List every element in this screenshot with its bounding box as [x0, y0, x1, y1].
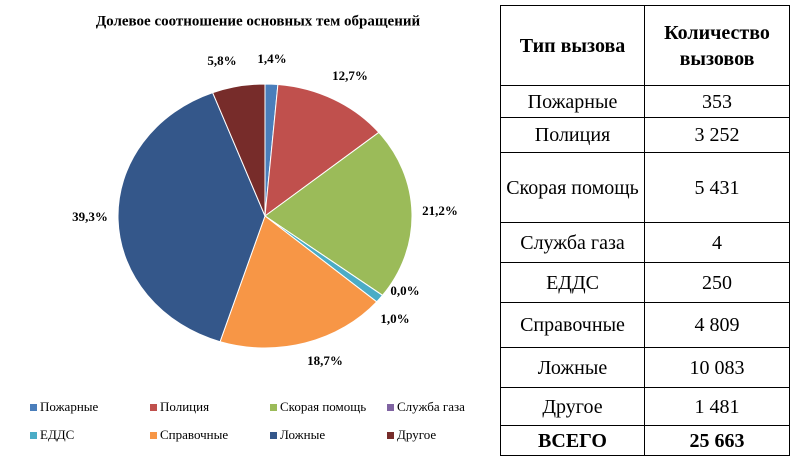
- table-row: Служба газа 4: [500, 222, 790, 263]
- table-cell: 1 481: [644, 387, 790, 426]
- table-cell: 5 431: [644, 152, 790, 223]
- table-cell: 10 083: [644, 347, 790, 388]
- table-row: Полиция 3 252: [500, 117, 790, 153]
- data-label: 5,8%: [207, 53, 236, 68]
- chart: Долевое соотношение основных тем обращен…: [30, 13, 465, 442]
- table-cell: 25 663: [644, 425, 790, 456]
- table-cell: ЕДДС: [500, 262, 645, 303]
- legend-swatch: [270, 404, 277, 411]
- data-label: 0,0%: [390, 283, 419, 298]
- table-cell: 250: [644, 262, 790, 303]
- table: Тип вызова Количество вызовов Пожарные 35…: [500, 5, 790, 456]
- data-label: 12,7%: [332, 68, 368, 83]
- chart-title: Долевое соотношение основных тем обращен…: [96, 13, 421, 29]
- legend-label: Пожарные: [40, 399, 99, 414]
- table-row: Ложные 10 083: [500, 347, 790, 388]
- table-cell: Полиция: [500, 117, 645, 153]
- data-label: 1,0%: [380, 311, 409, 326]
- table-row: Пожарные 353: [500, 85, 790, 118]
- legend-label: Другое: [397, 427, 436, 442]
- pie-slice: [117, 92, 266, 343]
- legend-swatch: [150, 432, 157, 439]
- table-cell: 4 809: [644, 302, 790, 348]
- table-row: Другое 1 481: [500, 387, 790, 426]
- legend-label: Скорая помощь: [280, 399, 366, 414]
- legend-swatch: [30, 432, 37, 439]
- pie-slice: [211, 83, 266, 217]
- legend-swatch: [150, 404, 157, 411]
- legend-swatch: [30, 404, 37, 411]
- table-header: Тип вызова Количество вызовов: [500, 5, 790, 86]
- data-label: 39,3%: [72, 209, 108, 224]
- legend-swatch: [270, 432, 277, 439]
- table-cell: 353: [644, 85, 790, 118]
- table-cell: 4: [644, 222, 790, 263]
- header-cell: Количество вызовов: [644, 5, 790, 86]
- table-row: Справочные 4 809: [500, 302, 790, 348]
- legend-swatch: [387, 432, 394, 439]
- legend-label: Полиция: [160, 399, 209, 414]
- table-cell: Другое: [500, 387, 645, 426]
- data-label: 21,2%: [422, 203, 458, 218]
- data-label: 18,7%: [307, 353, 343, 368]
- data-label: 1,4%: [257, 51, 286, 66]
- table-cell: Скорая помощь: [500, 152, 645, 223]
- legend-swatch: [387, 404, 394, 411]
- table-cell: Пожарные: [500, 85, 645, 118]
- table-row: ВСЕГО 25 663: [500, 425, 790, 456]
- table-cell: Справочные: [500, 302, 645, 348]
- header-cell: Тип вызова: [500, 5, 645, 86]
- table-cell: Служба газа: [500, 222, 645, 263]
- pie-slice: [264, 83, 380, 218]
- table-cell: ВСЕГО: [500, 425, 645, 456]
- table-row: Скорая помощь 5 431: [500, 152, 790, 223]
- table-cell: Ложные: [500, 347, 645, 388]
- legend-label: ЕДДС: [40, 427, 74, 442]
- legend-label: Ложные: [280, 427, 325, 442]
- legend-label: Служба газа: [397, 399, 465, 414]
- table-row: ЕДДС 250: [500, 262, 790, 303]
- legend-label: Справочные: [160, 427, 228, 442]
- pie-slice: [219, 215, 378, 349]
- pie-slice: [264, 131, 413, 297]
- table-cell: 3 252: [644, 117, 790, 153]
